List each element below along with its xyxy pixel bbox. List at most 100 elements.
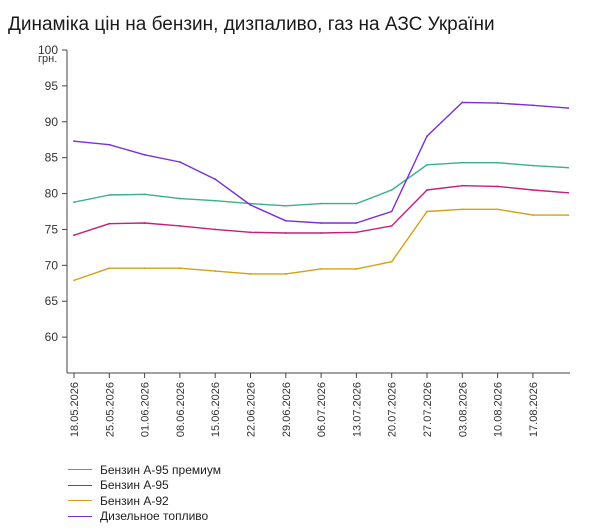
data-point [108,222,111,225]
data-point [320,222,322,224]
legend-label: Бензин А-92 [100,493,169,508]
x-tick-label: 10.08.2026 [493,382,505,437]
data-point [284,204,287,207]
data-point [461,208,464,211]
data-point [496,161,499,164]
data-point [532,189,534,191]
y-axis-unit-label: грн. [38,53,57,65]
data-point [426,163,428,166]
series-line-2 [73,184,569,236]
x-tick-label: 25.05.2026 [104,382,116,437]
legend-label: Бензин А-95 премиум [100,462,221,477]
data-point [284,232,287,234]
data-point [108,143,111,146]
y-tick-label: 75 [45,222,59,236]
data-point [567,191,570,194]
data-point [73,201,75,204]
y-tick-label: 100 [38,43,58,57]
data-point [390,224,393,227]
x-tick-label: 01.06.2026 [140,382,152,437]
data-point [284,219,287,222]
data-point [284,273,287,275]
y-tick-label: 65 [45,294,59,308]
data-point [179,224,181,227]
data-point [143,193,146,196]
data-point [214,270,217,272]
data-point [143,267,146,270]
data-point [214,178,217,181]
legend-item: Дизельное топливо [68,509,221,525]
data-point [108,267,111,270]
data-point [532,104,534,107]
legend-swatch [68,469,92,471]
legend-item: Бензин А-92 [68,493,221,509]
data-point [567,166,570,169]
chart-axes: грн. [38,50,570,374]
data-point [355,222,358,224]
data-point [496,185,499,188]
legend-swatch [68,500,92,502]
data-point [73,234,75,237]
legend-item: Бензин А-95 премиум [68,462,221,478]
y-tick-label: 95 [45,79,59,93]
series-lines [73,101,570,282]
data-point [320,232,322,234]
data-point [567,214,570,216]
y-tick-label: 70 [45,258,59,272]
data-point [143,153,146,156]
legend-swatch [68,515,92,517]
chart-title: Динаміка цін на бензин, дизпаливо, газ н… [8,14,495,35]
data-point [143,222,146,224]
data-point [249,204,252,206]
x-tick-label: 20.07.2026 [387,382,399,437]
x-axis-ticks: 18.05.2026 25.05.2026 01.06.2026 08.06.2026… [69,373,540,437]
data-point [355,268,358,270]
data-point [426,189,428,191]
x-tick-label: 29.06.2026 [281,382,293,437]
data-point [320,268,322,270]
data-point [426,210,428,213]
data-point [214,228,217,231]
y-tick-label: 85 [45,151,59,165]
y-tick-label: 90 [45,115,59,129]
x-tick-label: 13.07.2026 [351,382,363,437]
x-tick-label: 08.06.2026 [175,382,187,437]
legend-label: Дизельное топливо [100,509,209,524]
data-point [496,102,499,105]
x-tick-label: 22.06.2026 [246,382,258,437]
chart-legend: Бензин А-95 премиум Бензин А-95 Бензин А-9… [68,462,221,524]
data-point [532,214,534,216]
data-point [532,164,534,167]
data-point [214,199,217,202]
x-tick-label: 17.08.2026 [528,382,540,437]
y-axis-ticks: 60 65 70 75 80 85 90 95 100 [38,43,67,344]
data-point [461,101,464,104]
data-point [249,231,252,234]
data-point [496,208,499,211]
x-tick-label: 03.08.2026 [457,382,469,437]
data-point [390,210,393,213]
data-point [567,107,570,110]
data-point [320,202,322,205]
data-point [426,135,428,138]
y-tick-label: 60 [45,330,59,344]
data-point [355,202,358,205]
legend-swatch [68,484,92,486]
x-tick-label: 15.06.2026 [210,382,222,437]
series-line-1 [73,161,569,207]
data-point [73,279,75,282]
data-point [390,189,393,191]
y-tick-label: 80 [45,187,59,201]
data-point [355,231,358,234]
legend-label: Бензин А-95 [100,478,169,493]
data-point [390,260,393,263]
data-point [249,273,252,275]
data-point [73,140,75,143]
data-point [179,267,181,270]
x-tick-label: 06.07.2026 [316,382,328,437]
data-point [461,184,464,187]
data-point [179,197,181,200]
data-point [108,194,111,196]
x-tick-label: 27.07.2026 [422,382,434,437]
